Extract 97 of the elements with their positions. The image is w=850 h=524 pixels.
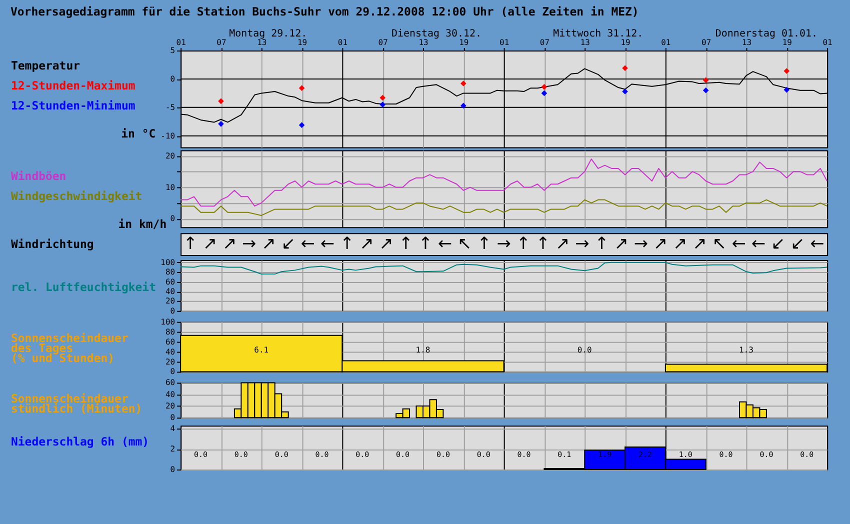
text: Sonnenscheindauer des Tages (% und Stunden) xyxy=(10,330,128,365)
text: ↑ xyxy=(183,233,198,254)
text: ↗ xyxy=(614,233,628,254)
text: Sonnenscheindauer stündlich (Minuten) xyxy=(10,392,142,416)
y-tick-label: 80 xyxy=(165,268,176,277)
x-tick-label: 01 xyxy=(176,38,186,48)
text: ↖ xyxy=(458,233,472,254)
x-tick-label: 13 xyxy=(418,38,428,48)
y-tick-label: 20 xyxy=(165,296,176,306)
text: Temperatur xyxy=(10,58,80,72)
y-axis-title: in °C xyxy=(121,126,156,140)
annotation: 0.0 xyxy=(577,345,592,354)
x-tick-label: 19 xyxy=(459,38,469,48)
text: rel. Luftfeuchtigkeit xyxy=(10,280,156,294)
x-tick-label: 19 xyxy=(620,38,631,48)
text: ↑ xyxy=(516,233,531,254)
text: → xyxy=(242,233,256,254)
text: → xyxy=(496,233,511,254)
y-tick-label: 20 xyxy=(165,151,176,160)
text: ← xyxy=(438,233,452,254)
text: ← xyxy=(810,233,824,254)
text: ← xyxy=(300,233,316,254)
text: → xyxy=(634,233,648,254)
y-tick-label: 100 xyxy=(160,317,176,326)
annotation: 6.1 xyxy=(254,345,269,354)
x-tick-label: 13 xyxy=(257,38,267,48)
y-tick-label: 10 xyxy=(165,182,176,192)
y-tick-label: 4 xyxy=(170,424,176,434)
chart-title: Vorhersagediagramm für die Station Buchs-Suhr vom 29.12.2008 12:00 Uhr (alle Zeiten in MEZ) xyxy=(10,4,639,19)
text: ↑ xyxy=(398,233,413,254)
text: ↖ xyxy=(712,233,726,254)
text: ← xyxy=(732,233,746,254)
text: → xyxy=(575,233,590,254)
text: ↗ xyxy=(692,233,707,254)
text: ↗ xyxy=(222,233,237,254)
x-tick-label: 13 xyxy=(580,38,590,48)
y-tick-label: 40 xyxy=(165,347,176,356)
y-tick-label: 60 xyxy=(165,378,176,388)
text: Windrichtung xyxy=(10,237,94,252)
y-tick-label: 5 xyxy=(170,46,176,55)
y-tick-label: 20 xyxy=(165,357,176,366)
text: Windböen xyxy=(10,169,66,184)
x-tick-label: 07 xyxy=(378,38,388,48)
y-tick-label: 2 xyxy=(170,444,176,454)
text: ↑ xyxy=(477,233,492,254)
text: ↑ xyxy=(418,233,433,254)
y-tick-label: 40 xyxy=(165,287,176,296)
text: ↑ xyxy=(536,233,550,254)
text: 12-Stunden-Minimum xyxy=(10,98,136,112)
text: ↗ xyxy=(360,233,374,254)
text: Windgeschwindigkeit xyxy=(10,189,142,204)
x-tick-label: 07 xyxy=(540,38,550,48)
text: ↗ xyxy=(653,233,668,254)
x-tick-label: 01 xyxy=(661,38,671,48)
annotation: 1.3 xyxy=(739,345,754,354)
x2-tick-label: Mittwoch 31.12. xyxy=(553,28,644,40)
y-tick-label: 100 xyxy=(160,258,176,267)
x2-tick-label: Dienstag 30.12. xyxy=(391,28,482,40)
y-tick-label: 0 xyxy=(170,306,176,316)
text: ↑ xyxy=(594,233,609,254)
text: ↗ xyxy=(555,233,570,254)
x-tick-label: 13 xyxy=(742,38,752,48)
x-tick-label: 07 xyxy=(216,38,226,48)
text: ↗ xyxy=(379,233,394,254)
text: ↗ xyxy=(202,233,218,254)
x-tick-label: 19 xyxy=(297,38,308,48)
text: ↗ xyxy=(673,233,688,254)
y-tick-label: 60 xyxy=(165,337,176,346)
text: 12-Stunden-Maximum xyxy=(10,78,136,92)
x-tick-label: 01 xyxy=(500,38,510,48)
y-tick-label: 60 xyxy=(165,277,176,286)
y-tick-label: 0 xyxy=(170,74,176,84)
x-tick-label: 01 xyxy=(338,38,348,48)
y-tick-label: 0 xyxy=(170,367,176,376)
y-tick-label: 20 xyxy=(165,401,176,410)
text: ← xyxy=(320,233,335,254)
y-tick-label: 0 xyxy=(170,214,176,224)
x-tick-label: 07 xyxy=(702,38,712,48)
y-tick-label: 0 xyxy=(170,465,176,474)
x2-tick-label: Donnerstag 01.01. xyxy=(715,28,818,40)
x2-tick-label: Montag 29.12. xyxy=(229,28,308,40)
text: ← xyxy=(751,233,766,254)
y-tick-label: -5 xyxy=(165,102,176,112)
text: Niederschlag 6h (mm) xyxy=(10,434,150,449)
y-tick-label: 0 xyxy=(170,413,176,422)
y-tick-label: 40 xyxy=(165,390,176,399)
text: ↙ xyxy=(790,233,805,254)
text: ↑ xyxy=(340,233,354,254)
x-tick-label: 01 xyxy=(822,38,833,48)
text: ↗ xyxy=(262,233,276,254)
x-tick-label: 19 xyxy=(782,38,792,48)
text: ↙ xyxy=(770,233,786,254)
y-tick-label: 80 xyxy=(165,327,176,336)
y-axis-title: in km/h xyxy=(118,217,167,232)
text: ↙ xyxy=(281,233,296,254)
annotation: 1.8 xyxy=(416,345,430,354)
y-tick-label: -10 xyxy=(160,131,176,140)
